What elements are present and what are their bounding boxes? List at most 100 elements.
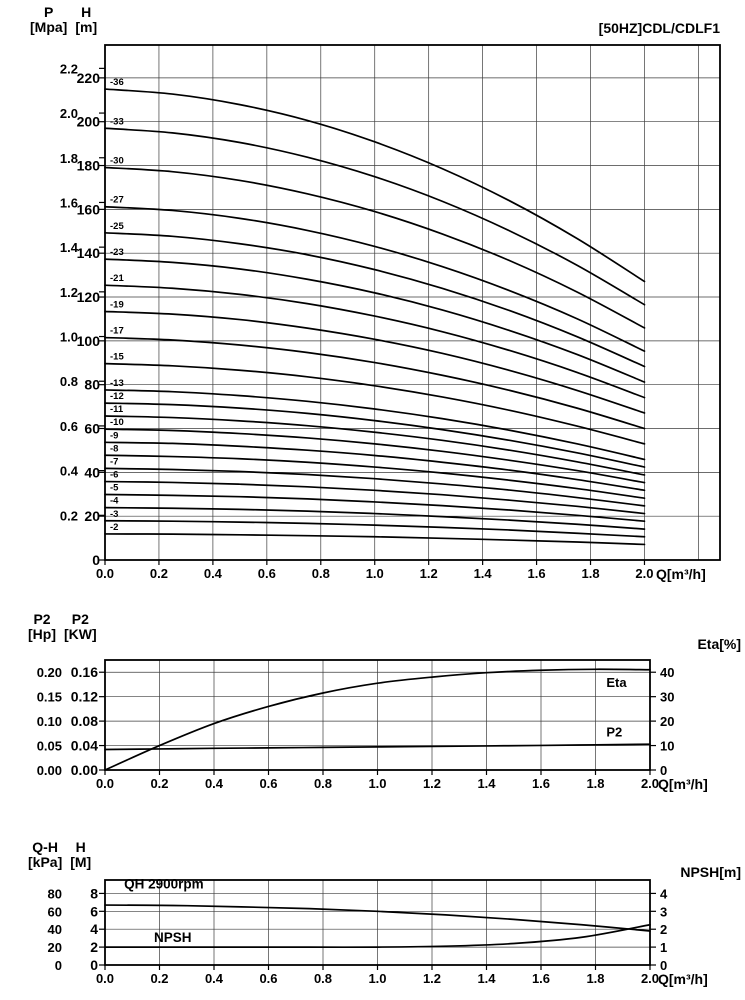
x-tick-label: 1.6 [528,566,546,581]
curve--3 [104,519,646,538]
curve-label: -10 [110,417,124,428]
hq-chart: 2202001801601401201008060402002.22.01.81… [60,44,721,581]
curve-label: -19 [110,299,124,310]
left-inner-tick-label: 0.08 [71,713,98,729]
x-tick-label: 0.0 [96,971,114,986]
npsh-kpa-axis-title: Q-H [kPa] [28,840,62,870]
curve--36 [104,88,646,283]
power-kw-axis-title: P2 [KW] [64,612,97,642]
curve--12 [104,402,646,468]
left-outer-tick-label: 1.2 [60,285,78,300]
left-outer-tick-label: 0.05 [37,739,62,754]
x-tick-label: 0.6 [259,776,277,791]
curve-npsh [104,923,651,949]
curve-label: -27 [110,195,124,206]
power-left-axis-header: P2 [Hp] P2 [KW] [28,612,97,642]
curve-label: -17 [110,326,124,337]
curve-label: -21 [110,273,124,284]
curve--25 [104,231,646,368]
right-tick-label: 1 [660,940,667,955]
power-hp-name: P2 [33,611,51,627]
curve-label: -36 [110,77,124,88]
hq-x-axis-label: Q[m³/h] [656,566,706,582]
left-inner-tick-label: 0.04 [71,738,98,754]
left-inner-tick-label: 180 [77,158,101,174]
left-inner-tick-label: 6 [90,903,98,919]
sheet-title: [50HZ]CDL/CDLF1 [598,20,720,36]
left-outer-tick-label: 0.8 [60,374,78,389]
left-inner-tick-label: 0 [92,552,100,568]
left-outer-tick-label: 0.00 [37,763,62,778]
curve--21 [104,284,646,399]
npsh-m-unit: [M] [70,854,92,870]
curve-label: P2 [606,724,622,739]
left-outer-tick-label: 1.0 [60,330,78,345]
power-hp-axis-title: P2 [Hp] [28,612,56,642]
curve-label: -7 [110,456,118,467]
curve-label: -3 [110,509,118,520]
x-tick-label: 1.6 [532,776,550,791]
curve--27 [104,205,646,352]
annotation-npsh: NPSH [154,930,192,945]
x-tick-label: 0.2 [150,776,168,791]
hq-left-axis-header: P [Mpa] H [m] [30,5,97,35]
x-tick-label: 0.8 [312,566,330,581]
x-tick-label: 0.6 [259,971,277,986]
right-tick-label: 10 [660,739,674,754]
left-inner-tick-label: 0 [90,957,98,973]
power-x-axis-label: Q[m³/h] [658,776,708,792]
left-outer-tick-label: 0.10 [37,714,62,729]
power-kw-unit: [KW] [64,626,97,642]
x-tick-label: 1.8 [586,776,604,791]
x-tick-label: 1.0 [366,566,384,581]
curve--5 [104,493,646,523]
curve--17 [104,336,646,430]
power-hp-unit: [Hp] [28,626,56,642]
curve--4 [104,506,646,530]
curve-label: -25 [110,221,124,232]
x-tick-label: 0.4 [204,566,223,581]
curve--15 [104,362,646,445]
curve-label: -30 [110,156,124,167]
x-tick-label: 1.8 [581,566,599,581]
x-tick-label: 1.4 [477,776,496,791]
curve--10 [104,428,646,484]
curve--33 [104,127,646,306]
right-tick-label: 4 [660,886,668,901]
x-tick-label: 2.0 [635,566,653,581]
curve--11 [104,415,646,476]
left-inner-tick-label: 40 [84,464,100,480]
curve-eta [104,668,651,771]
hq-head-unit: [m] [75,19,98,35]
left-inner-tick-label: 60 [84,421,100,437]
hq-head-name: H [81,4,92,20]
curve--23 [104,258,646,383]
curve-label: Eta [606,675,627,690]
npsh-m-axis-title: H [M] [70,840,91,870]
left-outer-tick-label: 2.2 [60,61,78,76]
x-tick-label: 0.4 [205,776,224,791]
left-inner-tick-label: 100 [77,333,101,349]
curve-label: -11 [110,404,124,415]
curve--8 [104,454,646,500]
power-chart: 0.160.120.080.040.000.200.150.100.050.00… [37,659,674,791]
left-inner-tick-label: 2 [90,939,98,955]
curve-p2 [104,743,651,751]
plot-border [104,44,721,561]
x-tick-label: 0.6 [258,566,276,581]
curve-label: -15 [110,352,124,363]
x-tick-label: 0.0 [96,566,114,581]
npsh-axis-label: NPSH[m] [680,864,741,880]
x-tick-label: 0.2 [150,971,168,986]
left-outer-tick-label: 60 [48,904,62,919]
right-tick-label: 40 [660,665,674,680]
x-tick-label: 0.2 [150,566,168,581]
left-outer-tick-label: 0.4 [60,464,79,479]
x-tick-label: 1.8 [586,971,604,986]
left-outer-tick-label: 2.0 [60,106,78,121]
left-inner-tick-label: 8 [90,885,98,901]
x-tick-label: 1.0 [368,776,386,791]
curve-label: -9 [110,430,118,441]
curve-label: -13 [110,378,124,389]
left-outer-tick-label: 40 [48,922,62,937]
